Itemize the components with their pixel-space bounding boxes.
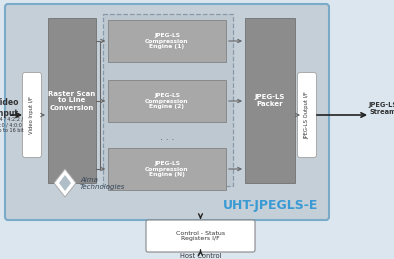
Bar [48, 18, 96, 183]
Text: JPEG-LS Output I/F: JPEG-LS Output I/F [305, 91, 310, 139]
Polygon shape [54, 169, 76, 197]
Text: JPEG-LS
Compression
Engine (1): JPEG-LS Compression Engine (1) [145, 33, 189, 49]
Text: Control - Status
Registers I/F: Control - Status Registers I/F [176, 231, 225, 241]
Text: Video Input I/F: Video Input I/F [30, 96, 35, 134]
FancyBboxPatch shape [5, 4, 329, 220]
Text: UHT-JPEGLS-E: UHT-JPEGLS-E [223, 198, 318, 212]
Bar [245, 18, 295, 183]
Text: JPEG-LS
Stream: JPEG-LS Stream [368, 102, 394, 114]
Text: . . .: . . . [160, 133, 174, 142]
Text: Video
Input: Video Input [0, 98, 19, 118]
FancyBboxPatch shape [22, 73, 41, 157]
Text: Raster Scan
to Line
Conversion: Raster Scan to Line Conversion [48, 90, 96, 111]
Text: JPEG-LS
Compression
Engine (N): JPEG-LS Compression Engine (N) [145, 161, 189, 177]
Text: Host Control: Host Control [180, 253, 221, 259]
Text: 4:4:4 / 4:2:2 /
4:2:0 / 4:0:0
& up to 16 bit: 4:4:4 / 4:2:2 / 4:2:0 / 4:0:0 & up to 16… [0, 117, 24, 133]
Polygon shape [59, 175, 71, 191]
Bar [108, 148, 226, 190]
Text: JPEG-LS
Compression
Engine (2): JPEG-LS Compression Engine (2) [145, 93, 189, 109]
Bar [103, 14, 233, 186]
Text: Alma
Technologies: Alma Technologies [80, 176, 125, 190]
FancyBboxPatch shape [146, 220, 255, 252]
Bar [108, 20, 226, 62]
FancyBboxPatch shape [297, 73, 316, 157]
Bar [108, 80, 226, 122]
Text: JPEG-LS
Packer: JPEG-LS Packer [255, 94, 285, 107]
